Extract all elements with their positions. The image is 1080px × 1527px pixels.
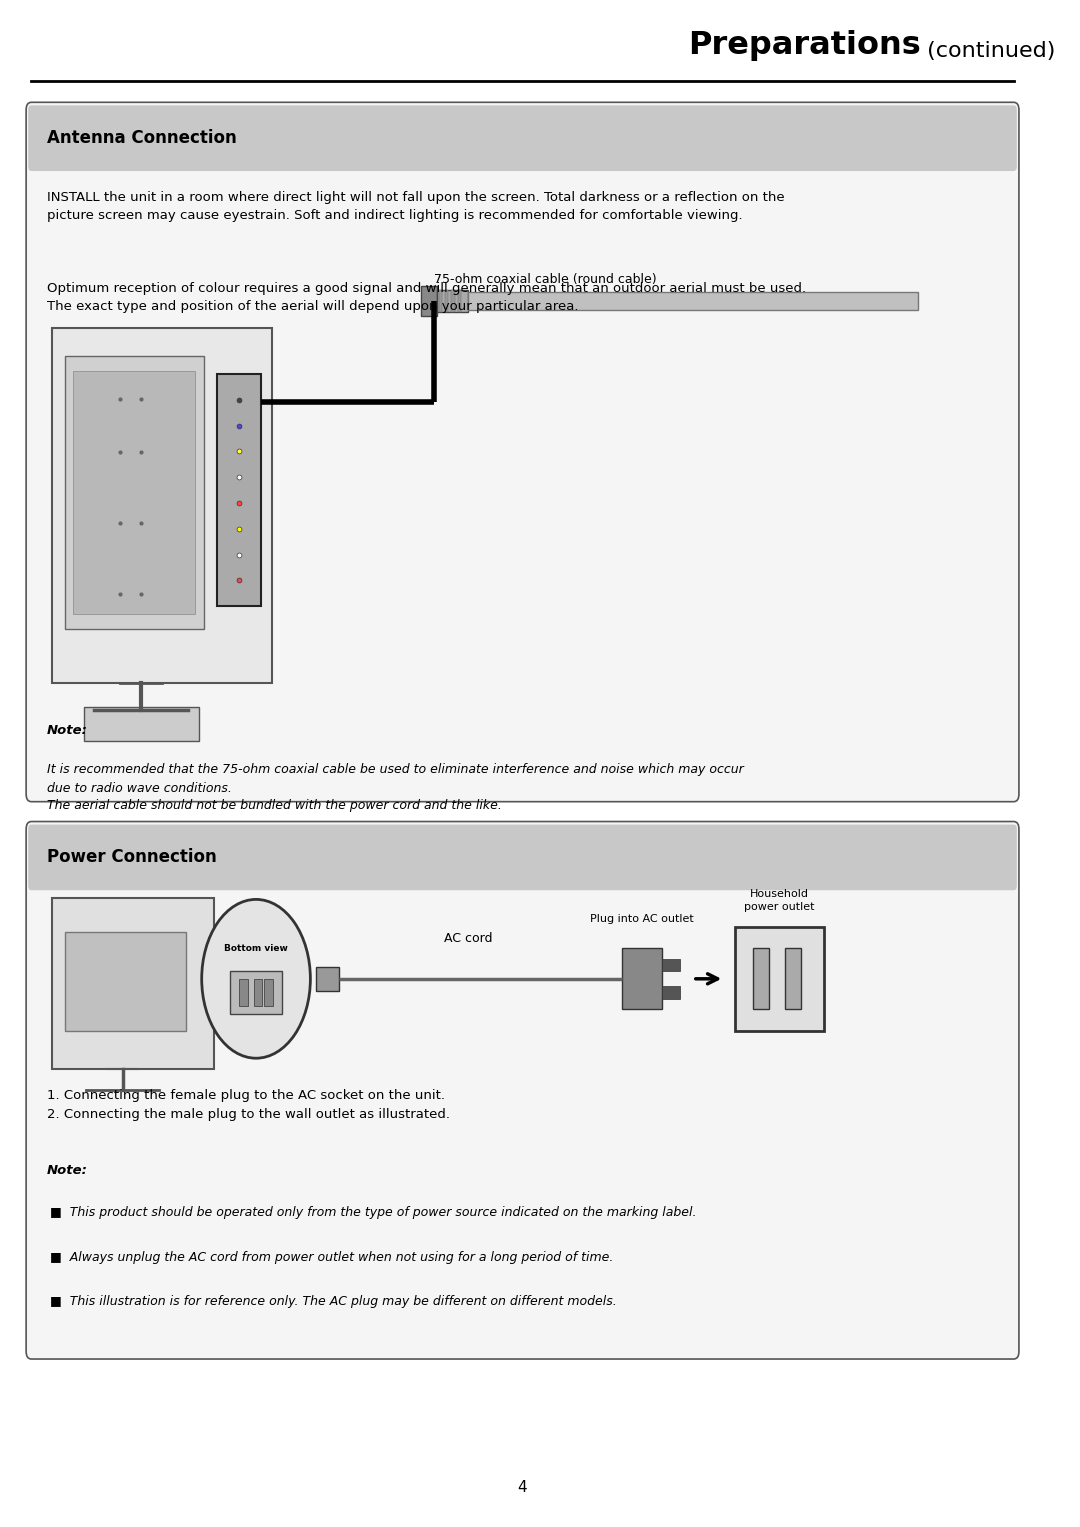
Bar <box>217 374 261 606</box>
Bar <box>445 290 448 312</box>
Bar <box>240 979 247 1006</box>
Bar <box>458 290 461 312</box>
Bar <box>436 290 469 312</box>
Bar <box>230 971 282 1014</box>
Text: Optimum reception of colour requires a good signal and will generally mean that : Optimum reception of colour requires a g… <box>48 282 806 313</box>
Text: 4: 4 <box>517 1480 527 1495</box>
Bar <box>265 979 273 1006</box>
Bar <box>52 328 272 683</box>
Bar <box>754 948 769 1009</box>
Bar <box>662 959 680 971</box>
Text: ■  This product should be operated only from the type of power source indicated : ■ This product should be operated only f… <box>50 1206 697 1220</box>
Text: Preparations: Preparations <box>688 31 920 61</box>
Text: Note:: Note: <box>48 724 87 738</box>
Text: Household
power outlet: Household power outlet <box>744 889 814 912</box>
Text: (continued): (continued) <box>920 41 1055 61</box>
Text: Note:: Note: <box>48 1164 87 1177</box>
Bar <box>315 967 339 991</box>
Bar <box>254 979 262 1006</box>
Text: ■  Always unplug the AC cord from power outlet when not using for a long period : ■ Always unplug the AC cord from power o… <box>50 1251 613 1264</box>
Bar <box>469 292 918 310</box>
Bar <box>65 931 186 1031</box>
FancyBboxPatch shape <box>26 102 1018 802</box>
Text: Antenna Connection: Antenna Connection <box>48 130 237 147</box>
Text: ■  This illustration is for reference only. The AC plug may be different on diff: ■ This illustration is for reference onl… <box>50 1295 617 1309</box>
Text: AC cord: AC cord <box>445 931 492 945</box>
Text: INSTALL the unit in a room where direct light will not fall upon the screen. Tot: INSTALL the unit in a room where direct … <box>48 191 785 221</box>
Text: Bottom view: Bottom view <box>225 944 288 953</box>
FancyBboxPatch shape <box>28 105 1017 171</box>
Bar <box>662 986 680 999</box>
FancyBboxPatch shape <box>26 822 1018 1359</box>
Bar <box>65 356 204 629</box>
Bar <box>73 371 195 614</box>
Bar <box>734 927 824 1031</box>
Bar <box>451 290 455 312</box>
Circle shape <box>202 899 310 1058</box>
Bar <box>438 290 442 312</box>
Bar <box>52 898 214 1069</box>
Bar <box>622 948 662 1009</box>
Bar <box>785 948 800 1009</box>
Text: Power Connection: Power Connection <box>48 849 217 866</box>
Text: 75-ohm coaxial cable (round cable): 75-ohm coaxial cable (round cable) <box>434 272 657 286</box>
Text: Plug into AC outlet: Plug into AC outlet <box>590 913 693 924</box>
Bar <box>83 707 199 741</box>
FancyBboxPatch shape <box>28 825 1017 890</box>
Text: It is recommended that the 75-ohm coaxial cable be used to eliminate interferenc: It is recommended that the 75-ohm coaxia… <box>48 764 744 812</box>
Text: 1. Connecting the female plug to the AC socket on the unit.
2. Connecting the ma: 1. Connecting the female plug to the AC … <box>48 1089 450 1121</box>
Bar <box>421 286 436 316</box>
